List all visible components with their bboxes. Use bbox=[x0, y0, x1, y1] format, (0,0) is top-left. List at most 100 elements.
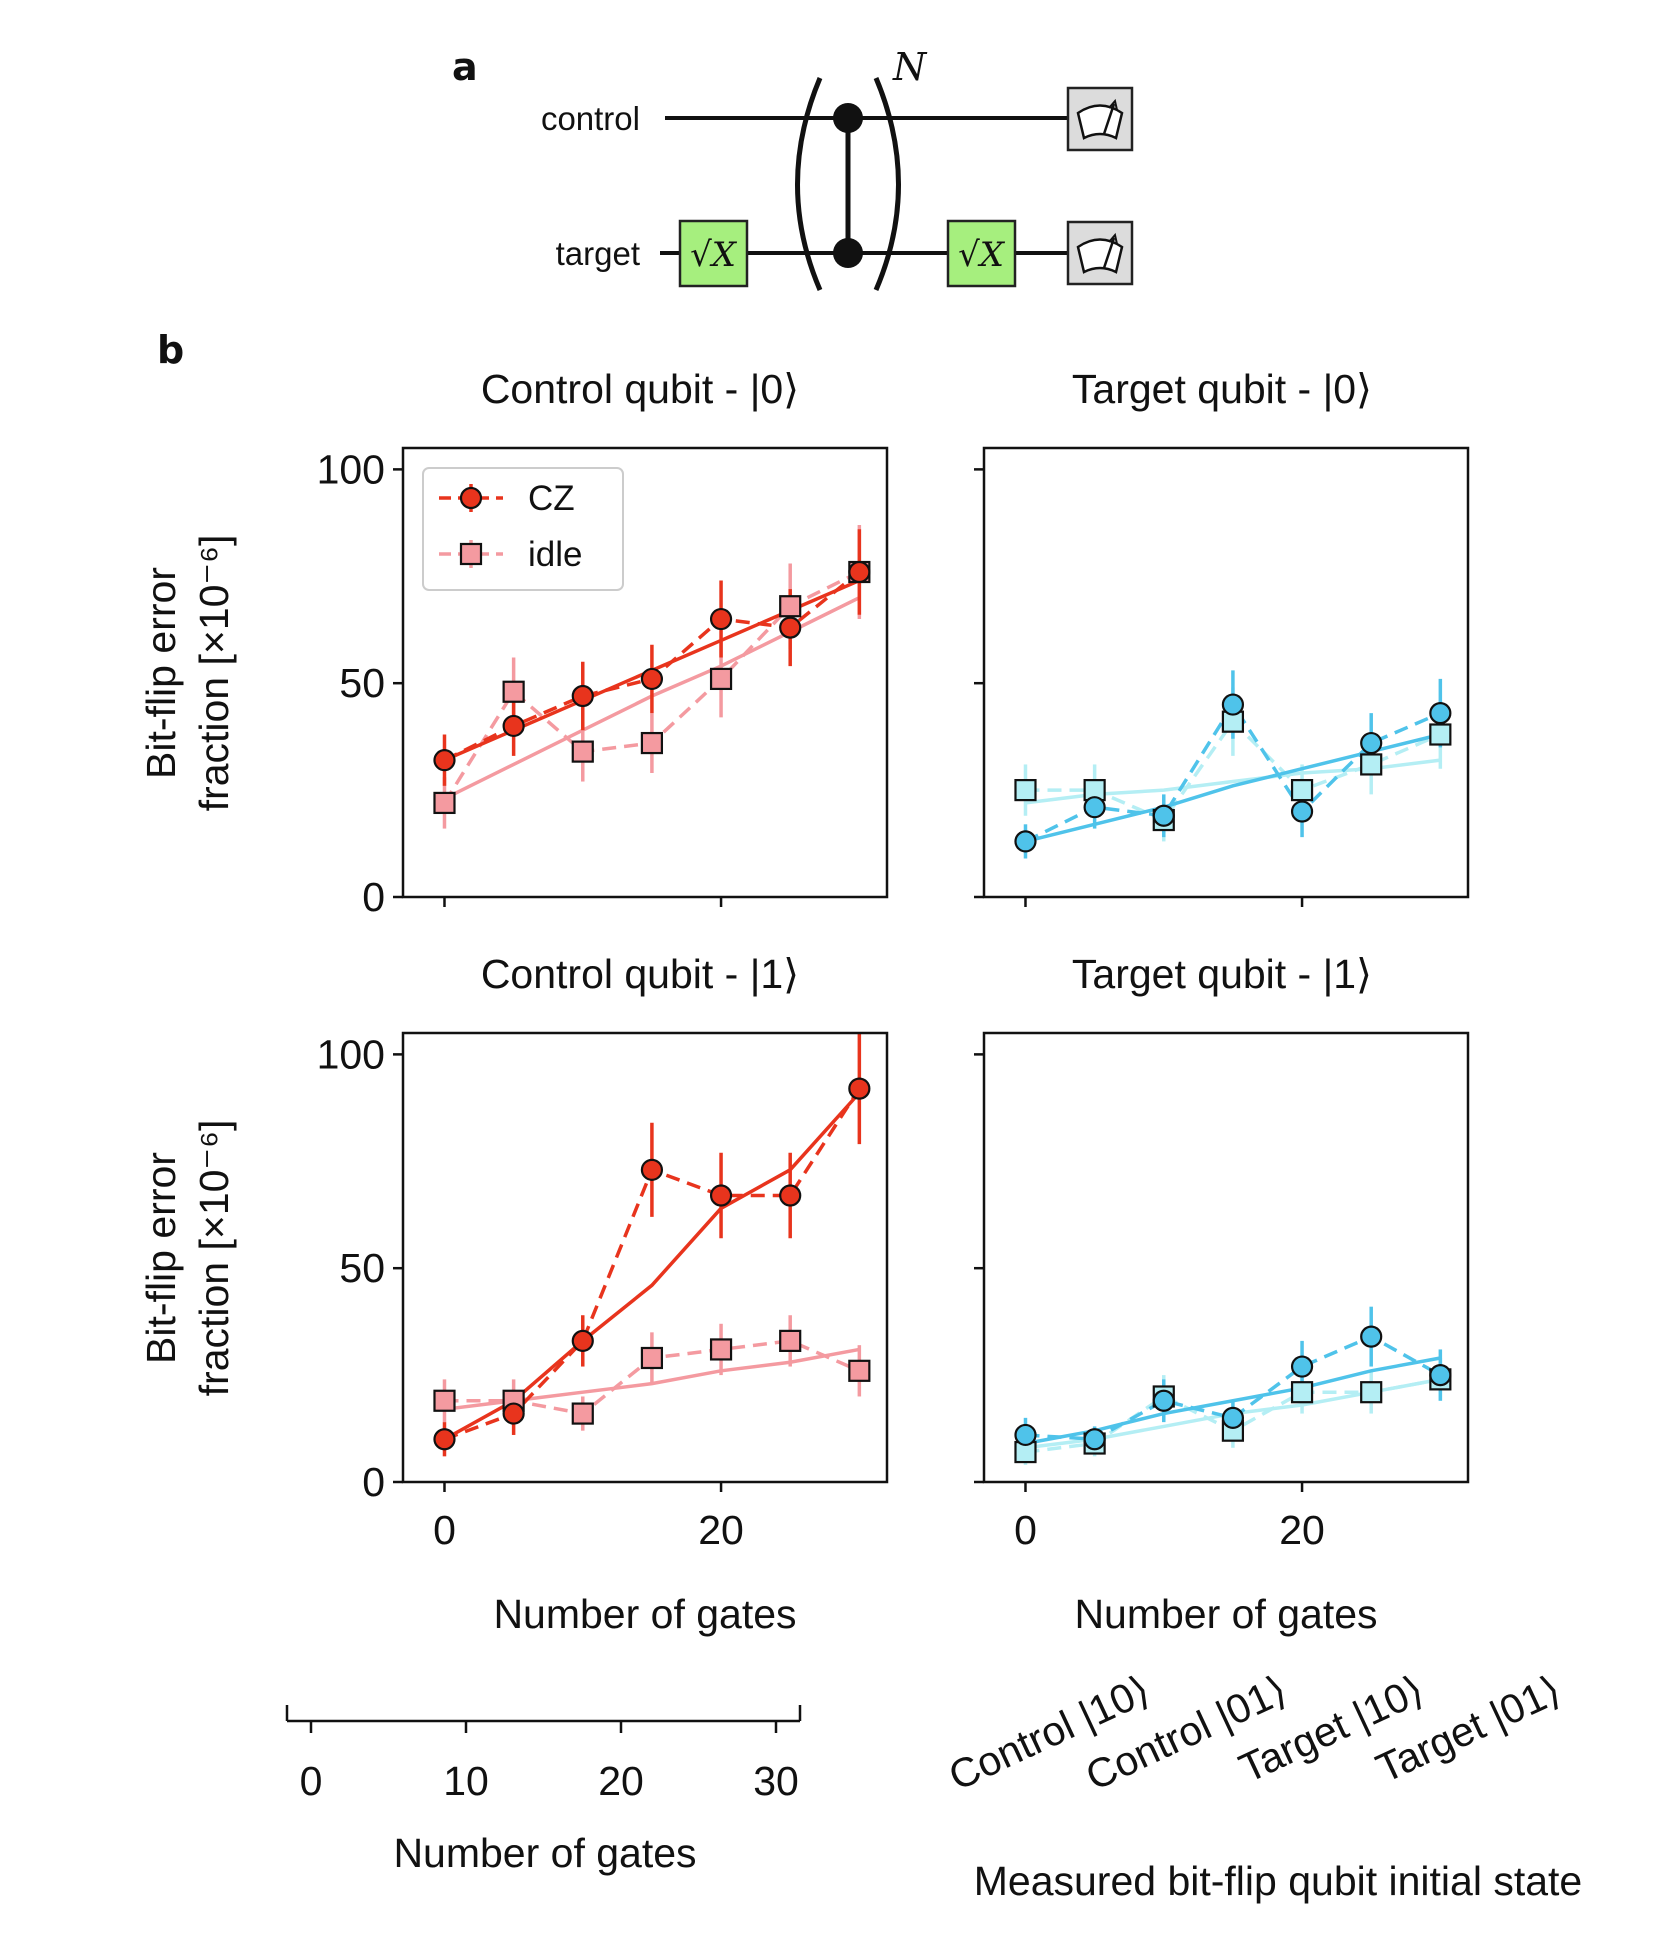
x-tick-label: 20 bbox=[1279, 1507, 1325, 1553]
data-point-square bbox=[571, 1402, 594, 1425]
data-point-square bbox=[848, 1359, 871, 1382]
x-axis-label: Number of gates bbox=[493, 1591, 796, 1637]
left-parenthesis bbox=[795, 77, 823, 291]
sqrt-x-gate-2-label: √X bbox=[958, 235, 1006, 275]
data-point-circle bbox=[1221, 1406, 1245, 1429]
y-tick-label: 100 bbox=[317, 446, 385, 492]
data-point-circle bbox=[1221, 693, 1245, 716]
plot-frame bbox=[982, 446, 1470, 899]
data-point-circle bbox=[1429, 702, 1452, 725]
subplot-title: Target qubit - |0⟩ bbox=[1072, 366, 1372, 412]
panel-label-b: b bbox=[157, 328, 184, 372]
data-point-circle bbox=[1014, 1423, 1037, 1447]
number-of-gates-axis: 0 10 20 30 Number of gates bbox=[285, 1705, 802, 1876]
sqrt-x-gate-1-label: √X bbox=[690, 235, 738, 275]
cz-gate bbox=[833, 103, 863, 268]
number-axis-label: Number of gates bbox=[393, 1830, 696, 1876]
data-point-circle bbox=[1360, 731, 1383, 755]
data-point-circle bbox=[779, 616, 802, 639]
y-axis-label-line1: Bit-flip error bbox=[138, 1152, 184, 1364]
y-axis-label-line2: fraction [×10⁻⁶] bbox=[191, 1120, 237, 1397]
data-point-square bbox=[433, 1389, 456, 1412]
data-point-circle bbox=[779, 1184, 802, 1207]
data-point-circle bbox=[709, 607, 733, 631]
data-point-square bbox=[779, 1329, 802, 1352]
sqrt-x-gate-2: √X bbox=[946, 219, 1017, 288]
measurement-meter-control bbox=[1066, 86, 1134, 152]
number-axis-tick-label: 10 bbox=[443, 1758, 489, 1804]
y-tick-label: 100 bbox=[317, 1031, 385, 1077]
y-tick-label: 50 bbox=[339, 660, 385, 706]
data-point-square bbox=[1360, 753, 1383, 776]
x-tick-label: 20 bbox=[698, 1507, 744, 1553]
data-point-circle bbox=[848, 1077, 871, 1100]
data-point-circle bbox=[1152, 1389, 1175, 1412]
y-tick-label: 0 bbox=[362, 874, 385, 920]
x-tick-label: 0 bbox=[1014, 1507, 1037, 1553]
subplot-target-0: Target qubit - |0⟩ bbox=[974, 366, 1470, 907]
data-point-circle bbox=[433, 749, 456, 772]
subplot-control-0: Control qubit - |0⟩ 0 50 100 CZ idle Bit-fli… bbox=[138, 366, 889, 920]
data-point-circle bbox=[1014, 830, 1037, 853]
data-point-circle bbox=[640, 667, 664, 691]
data-point-square bbox=[709, 667, 733, 691]
data-point-square bbox=[1290, 778, 1314, 802]
subplot-title: Control qubit - |0⟩ bbox=[481, 366, 799, 412]
data-point-circle bbox=[502, 1402, 525, 1425]
data-point-square bbox=[709, 1338, 733, 1361]
cz-target-dot bbox=[833, 238, 863, 268]
y-tick-label: 50 bbox=[339, 1245, 385, 1291]
data-point-circle bbox=[1290, 1355, 1314, 1378]
number-axis-tick-label: 30 bbox=[753, 1758, 799, 1804]
data-point-square bbox=[1290, 1381, 1314, 1404]
target-qubit-label: target bbox=[556, 235, 640, 272]
data-point-square bbox=[433, 791, 456, 815]
number-axis-tick-label: 20 bbox=[598, 1758, 644, 1804]
state-axis-label: Measured bit-flip qubit initial state bbox=[974, 1858, 1582, 1904]
data-point-circle bbox=[640, 1158, 664, 1181]
right-parenthesis bbox=[873, 77, 901, 291]
data-point-square bbox=[502, 680, 525, 703]
data-point-square bbox=[1360, 1381, 1383, 1404]
control-qubit-label: control bbox=[541, 100, 640, 137]
legend: CZ idle bbox=[422, 467, 624, 591]
data-point-circle bbox=[571, 684, 594, 708]
legend-idle-marker bbox=[459, 542, 483, 566]
data-point-square bbox=[571, 740, 594, 763]
plot-frame bbox=[401, 1031, 889, 1484]
subplot-control-1: Control qubit - |1⟩ 0 50 100 0 20 Bit-flip e… bbox=[138, 951, 889, 1637]
x-axis-label: Number of gates bbox=[1074, 1591, 1377, 1637]
number-axis-tick-label: 0 bbox=[300, 1758, 323, 1804]
x-tick-label: 0 bbox=[433, 1507, 456, 1553]
subplot-title: Control qubit - |1⟩ bbox=[481, 951, 799, 997]
data-point-circle bbox=[1360, 1325, 1383, 1348]
circuit-diagram: a control target √X √X N bbox=[452, 45, 1134, 291]
legend-cz-label: CZ bbox=[528, 479, 575, 518]
plot-frame bbox=[982, 1031, 1470, 1484]
data-point-square bbox=[640, 1346, 664, 1370]
data-point-circle bbox=[1152, 804, 1175, 827]
measurement-meter-target bbox=[1066, 220, 1134, 286]
data-point-circle bbox=[848, 560, 871, 584]
sqrt-x-gate-1: √X bbox=[678, 219, 749, 288]
repeat-count-label: N bbox=[892, 45, 928, 89]
y-tick-label: 0 bbox=[362, 1459, 385, 1505]
data-point-square bbox=[640, 731, 664, 755]
data-point-circle bbox=[1083, 1428, 1106, 1451]
data-point-circle bbox=[571, 1329, 594, 1352]
state-axis: Control |10⟩Control |01⟩Target |10⟩Targe… bbox=[942, 1666, 1582, 1904]
y-axis-label-line1: Bit-flip error bbox=[138, 567, 184, 779]
cz-control-dot bbox=[833, 103, 863, 133]
data-point-circle bbox=[502, 714, 525, 738]
data-point-square bbox=[779, 595, 802, 618]
data-point-circle bbox=[1290, 800, 1314, 823]
plot-frame bbox=[401, 446, 889, 899]
data-point-circle bbox=[1429, 1363, 1452, 1387]
subplot-target-1: Target qubit - |1⟩ 0 20 Number of gates bbox=[974, 951, 1470, 1637]
legend-idle-label: idle bbox=[528, 535, 582, 574]
data-point-square bbox=[1429, 723, 1452, 746]
data-point-circle bbox=[433, 1428, 456, 1451]
legend-cz-marker bbox=[459, 486, 483, 510]
data-point-circle bbox=[709, 1184, 733, 1207]
